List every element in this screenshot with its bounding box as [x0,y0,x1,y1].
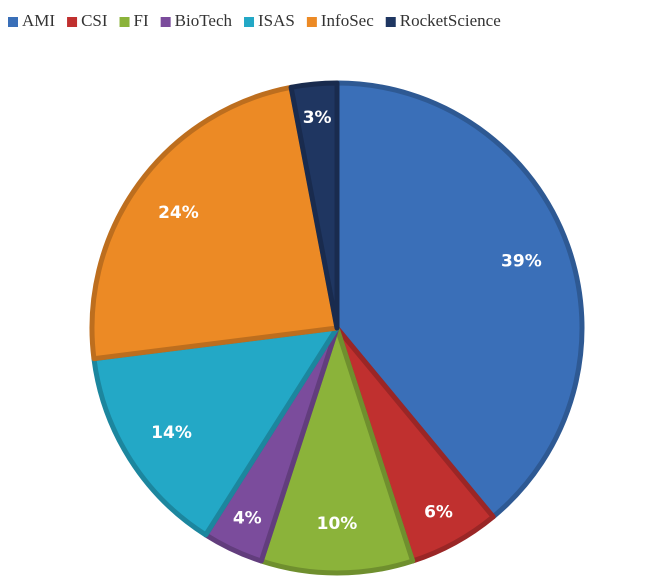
legend-swatch [119,17,130,27]
pie-slice [334,80,585,520]
legend-swatch [385,17,396,27]
pie-slice [258,325,416,576]
data-label: 3% [303,108,332,128]
data-label: 6% [424,503,453,523]
data-label: 10% [317,514,358,534]
legend-label: CSI [81,11,108,30]
data-label: 14% [151,423,192,443]
pie-slice [91,325,340,538]
legend-label: ISAS [258,11,295,30]
legend-swatch [160,17,171,27]
legend-label: BioTech [175,11,233,30]
data-label: 4% [233,509,262,529]
legend-swatch [244,17,255,27]
legend-swatch [306,17,317,27]
legend-label: FI [134,11,149,30]
data-label: 24% [158,203,199,223]
pie-slice [288,80,340,331]
data-label: 39% [501,252,542,272]
legend-label: AMI [22,11,55,30]
pie-slice [89,84,340,362]
legend-swatch [67,17,78,27]
legend-label: RocketScience [400,11,501,30]
legend-swatch [8,17,18,27]
legend-label: InfoSec [321,11,374,30]
